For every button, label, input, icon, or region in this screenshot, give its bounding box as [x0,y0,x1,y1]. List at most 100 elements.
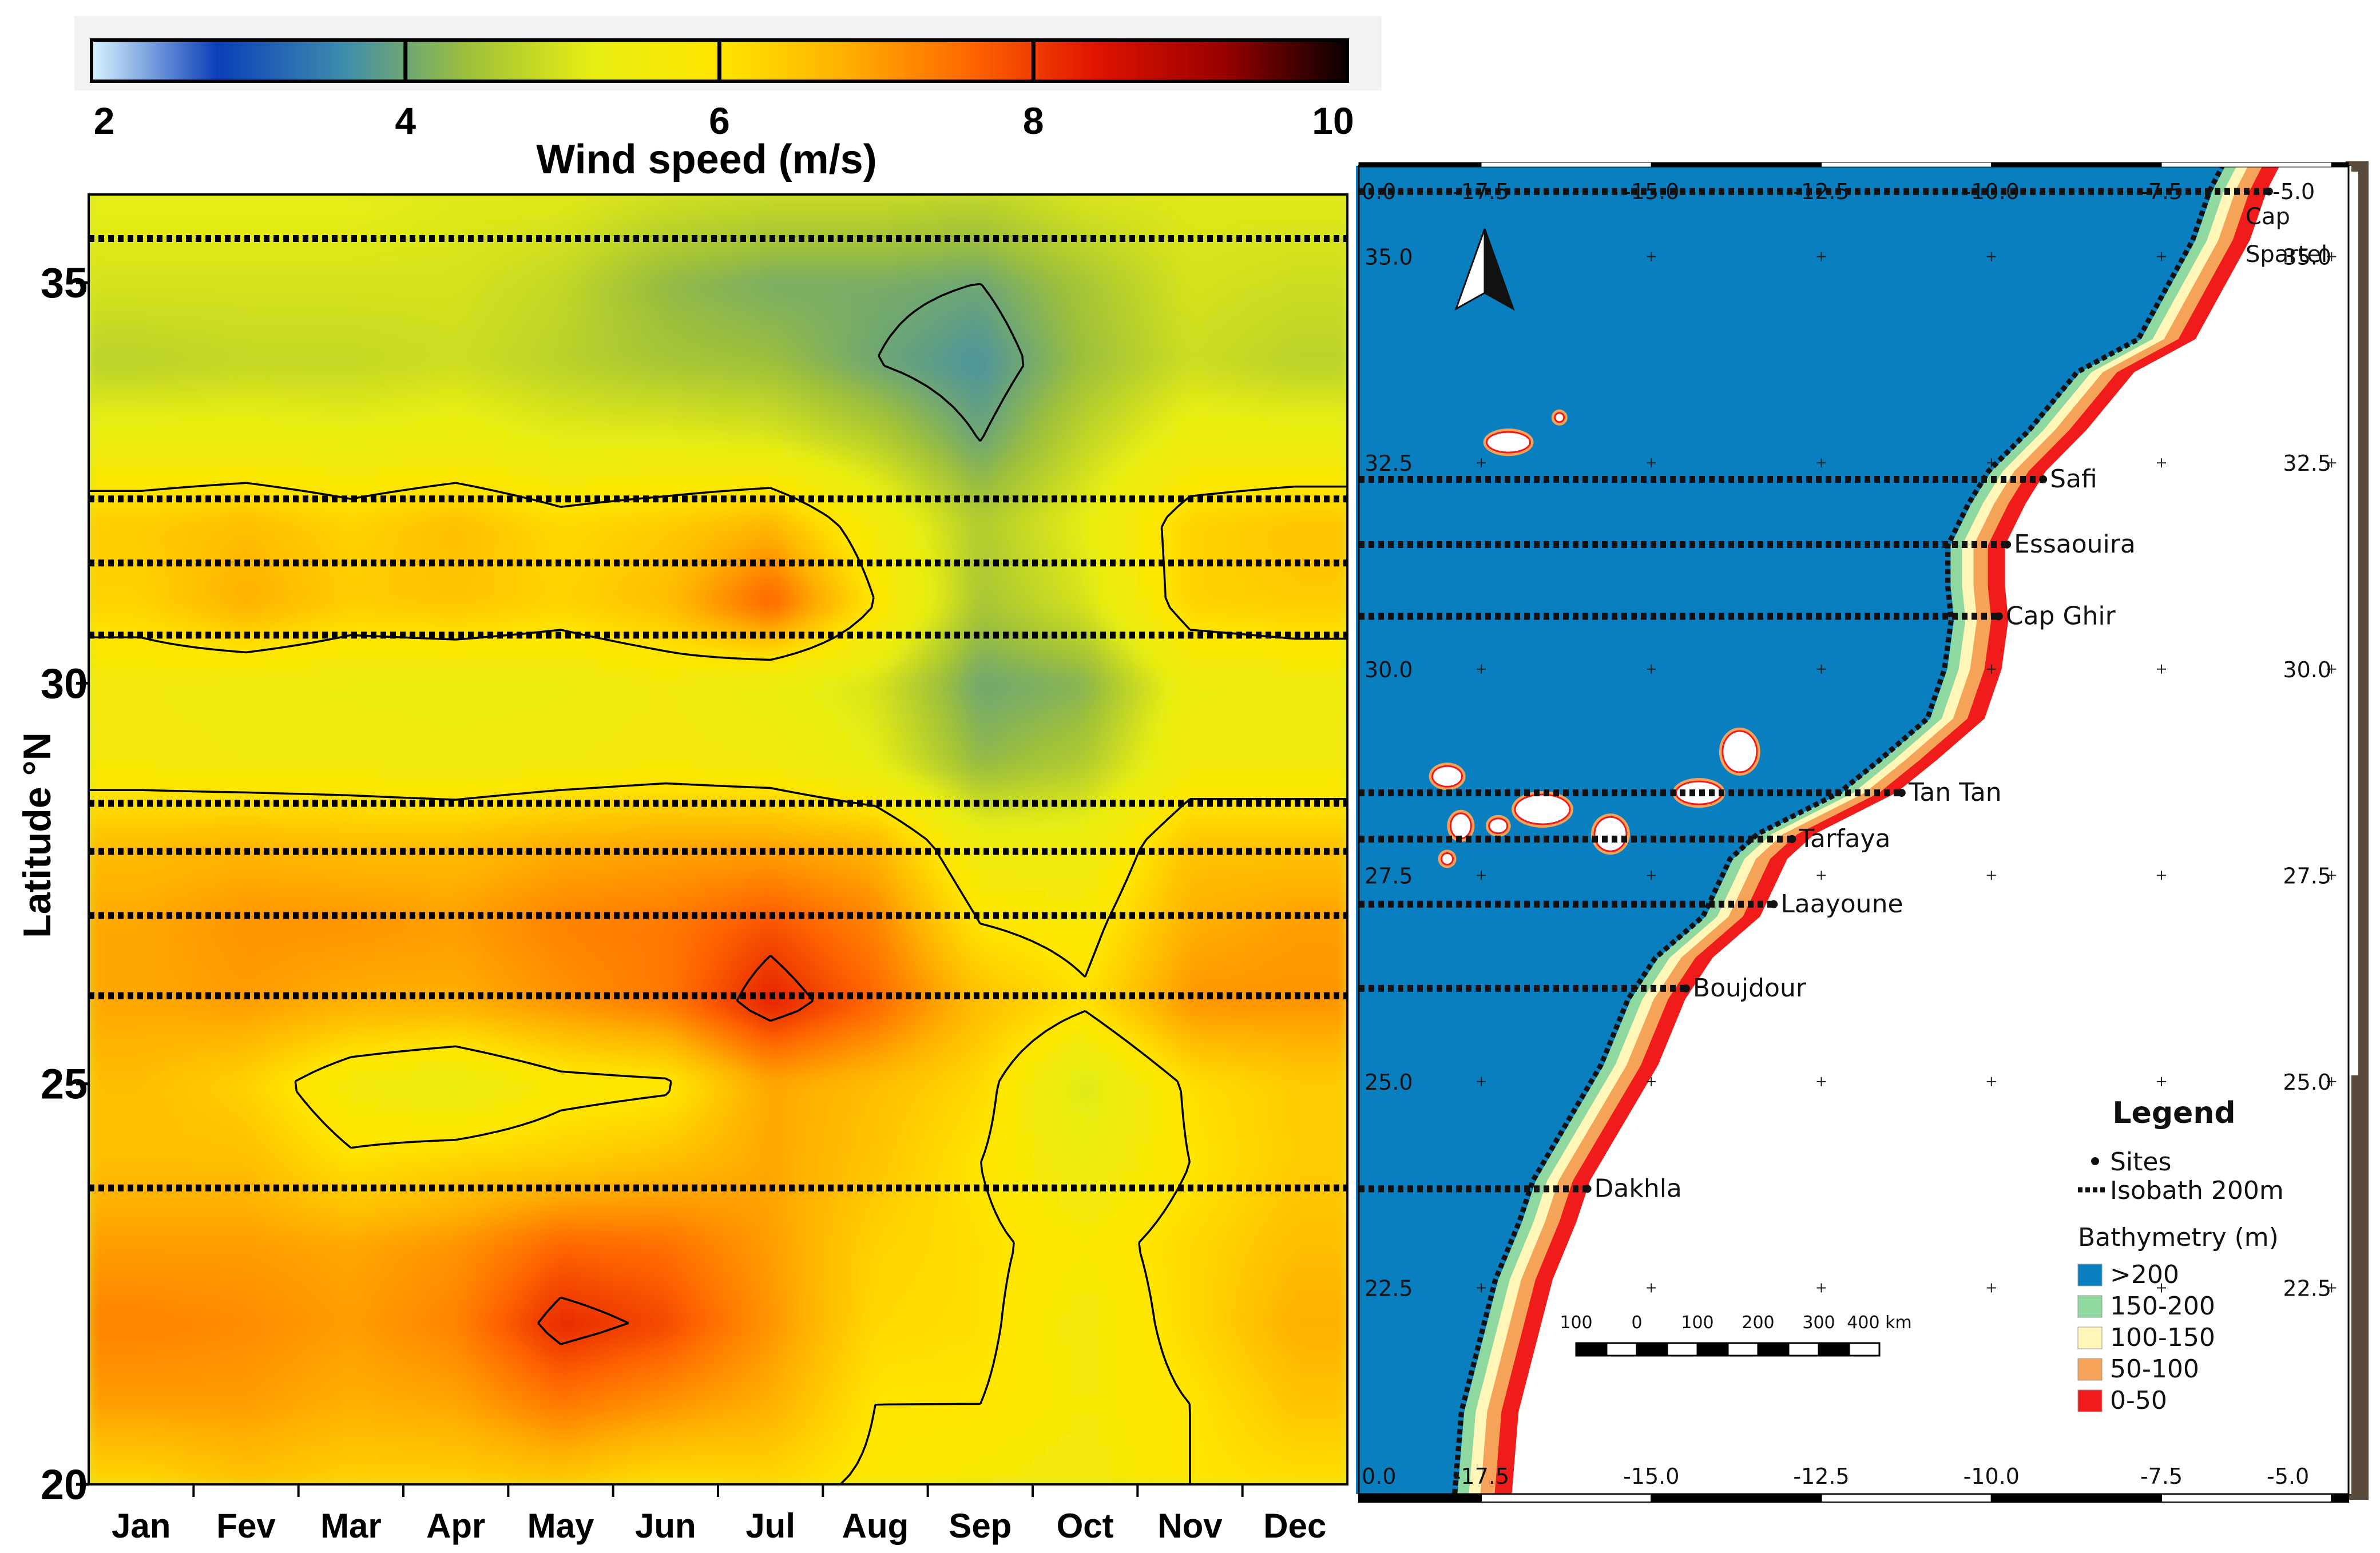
heatmap-cell [757,1373,771,1384]
heatmap-cell [626,1232,640,1244]
heatmap-cell [993,1444,1007,1455]
heatmap-cell [941,1252,955,1264]
heatmap-cell [1098,1413,1112,1425]
heatmap-cell [351,1000,365,1011]
heatmap-cell [692,1282,706,1294]
heatmap-cell [954,1192,968,1203]
heatmap-cell [586,1373,601,1384]
heatmap-cell [980,1000,994,1011]
heatmap-cell [364,1393,378,1404]
heatmap-cell [377,1302,391,1314]
heatmap-cell [1033,1393,1046,1404]
heatmap-cell [1308,1011,1322,1022]
heatmap-cell [1006,1000,1021,1011]
heatmap-cell [639,1051,653,1062]
heatmap-cell [665,1293,680,1304]
heatmap-cell [954,1252,968,1264]
heatmap-cell [1072,1011,1086,1022]
heatmap-cell [836,960,850,971]
heatmap-cell [1229,1081,1243,1092]
heatmap-cell [757,1051,771,1062]
heatmap-cell [1058,1051,1073,1062]
heatmap-cell [954,1474,968,1484]
heatmap-cell [1006,1333,1021,1344]
heatmap-cell [534,960,549,971]
heatmap-cell [679,1142,693,1153]
heatmap-cell [1151,1302,1165,1314]
heatmap-cell [600,1131,614,1142]
heatmap-cell [1177,1011,1191,1022]
heatmap-cell [665,1333,680,1344]
heatmap-cell [548,1464,561,1475]
heatmap-cell [272,1444,286,1455]
heatmap-cell [1268,1252,1283,1264]
heatmap-cell [233,970,247,982]
heatmap-cell [416,1212,430,1223]
heatmap-cell [101,1252,116,1264]
heatmap-cell [993,1404,1007,1415]
heatmap-cell [783,1404,798,1415]
heatmap-cell [141,1011,155,1022]
heatmap-cell [495,1293,509,1304]
heatmap-cell [351,980,365,991]
heatmap-cell [101,1333,116,1344]
heatmap-cell [1085,1051,1099,1062]
heatmap-cell [796,1262,811,1273]
heatmap-cell [482,1252,496,1264]
heatmap-cell [967,1404,981,1415]
heatmap-cell [1058,1444,1073,1455]
heatmap-cell [167,1323,181,1334]
heatmap-cell [548,970,561,982]
heatmap-cell [1020,1091,1033,1102]
heatmap-cell [679,1081,693,1092]
heatmap-cell [1190,1101,1204,1113]
heatmap-cell [207,1343,221,1354]
heatmap-cell [141,1363,155,1375]
heatmap-cell [1072,1282,1086,1294]
heatmap-cell [901,1242,915,1253]
heatmap-cell [1229,1282,1243,1294]
heatmap-cell [259,970,273,982]
heatmap-cell [927,1313,942,1324]
heatmap-cell [927,1252,942,1264]
heatmap-cell [744,1404,758,1415]
heatmap-cell [770,1353,784,1364]
heatmap-cell [586,1252,601,1264]
heatmap-cell [390,1202,404,1213]
heatmap-cell [1177,1273,1191,1284]
heatmap-cell [508,1474,522,1484]
heatmap-cell [442,1171,457,1183]
heatmap-cell [665,1393,680,1404]
heatmap-cell [1124,1323,1139,1334]
heatmap-cell [311,1000,326,1011]
heatmap-cell [416,1081,430,1092]
heatmap-cell [508,1444,522,1455]
heatmap-cell [416,1273,430,1284]
heatmap-cell [154,1242,168,1253]
heatmap-cell [705,1031,719,1042]
heatmap-cell [1072,1343,1086,1354]
heatmap-cell [377,1212,391,1223]
heatmap-cell [1111,1242,1125,1253]
heatmap-cell [1137,1273,1152,1284]
heatmap-cell [1058,1323,1073,1334]
heatmap-cell [207,1413,221,1425]
heatmap-cell [1203,1061,1217,1072]
heatmap-cell [429,1424,443,1435]
heatmap-cell [613,1162,627,1173]
heatmap-cell [862,1293,876,1304]
heatmap-cell [390,1020,404,1032]
heatmap-cell [246,1040,260,1052]
heatmap-cell [246,1454,260,1465]
heatmap-cell [311,1222,326,1233]
heatmap-cell [1098,1091,1112,1102]
heatmap-cell [1190,1474,1204,1484]
heatmap-cell [1242,1293,1256,1304]
heatmap-cell [521,1192,536,1203]
heatmap-cell [233,1121,247,1133]
heatmap-cell [1321,1464,1335,1475]
heatmap-cell [285,1323,299,1334]
heatmap-cell [1203,1232,1217,1244]
heatmap-cell [836,1383,850,1395]
heatmap-cell [1190,1202,1204,1213]
